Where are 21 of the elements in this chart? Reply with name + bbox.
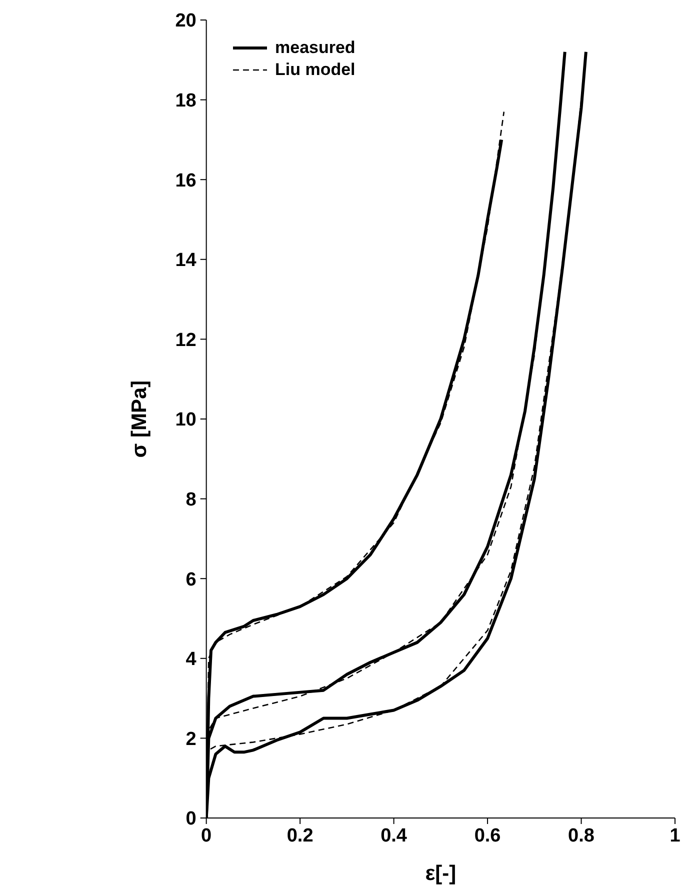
y-tick-label: 20 [175,10,196,32]
y-tick-label: 2 [186,728,196,750]
x-tick-label: 0.2 [286,825,314,846]
x-tick-label: 0 [201,825,212,846]
y-tick-label: 10 [175,410,196,431]
y-tick-label: 6 [186,569,196,590]
x-tick-label: 0.4 [380,825,408,846]
legend-label: measured [275,38,356,58]
y-tick-label: 14 [175,250,197,272]
x-tick-label: 1 [670,825,681,846]
x-tick-label: 0.6 [474,825,501,846]
x-tick-label: 0.8 [568,825,594,846]
y-tick-label: 4 [186,649,197,670]
x-axis-title: ε[-] [425,862,456,885]
y-tick-label: 12 [175,330,196,351]
y-tick-label: 18 [175,90,196,112]
y-axis-title: σ [MPa] [128,380,151,458]
legend-label: Liu model [275,60,356,80]
y-tick-label: 8 [186,490,196,511]
y-tick-label: 0 [186,808,196,830]
y-tick-label: 16 [175,170,196,192]
